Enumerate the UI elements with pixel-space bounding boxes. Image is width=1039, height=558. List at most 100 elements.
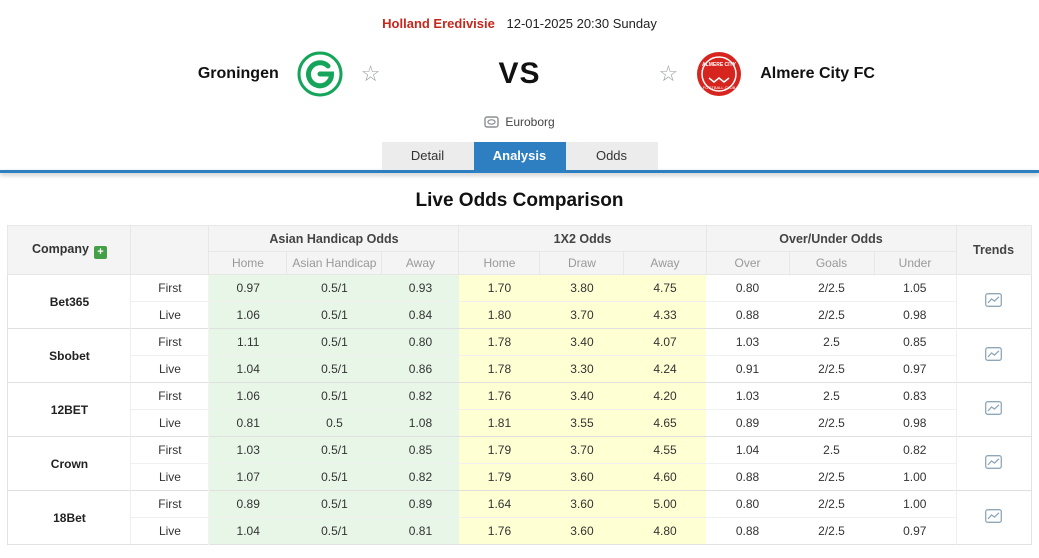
odds-value: 1.78	[458, 355, 540, 383]
odds-value: 4.24	[623, 355, 707, 383]
trend-chart-icon[interactable]	[985, 455, 1002, 469]
company-name: Crown	[7, 436, 132, 491]
row-type-label: First	[130, 274, 210, 302]
trend-chart-icon[interactable]	[985, 347, 1002, 361]
trends-cell	[955, 490, 1032, 545]
company-name: Bet365	[7, 274, 132, 329]
tab-odds[interactable]: Odds	[565, 142, 658, 170]
odds-value: 0.84	[381, 301, 459, 329]
odds-value: 2/2.5	[789, 301, 875, 329]
tab-analysis[interactable]: Analysis	[473, 142, 566, 170]
odds-value: 1.03	[706, 382, 790, 410]
odds-value: 4.75	[623, 274, 707, 302]
odds-value: 3.55	[539, 409, 624, 437]
odds-value: 3.40	[539, 382, 624, 410]
odds-value: 4.33	[623, 301, 707, 329]
odds-value: 0.85	[874, 328, 957, 356]
section-title: Live Odds Comparison	[415, 190, 624, 211]
accent-divider	[0, 170, 1039, 173]
away-favorite-star-icon[interactable]: ☆	[658, 61, 679, 86]
trends-cell	[955, 436, 1032, 491]
odds-value: 4.20	[623, 382, 707, 410]
odds-value: 3.60	[539, 463, 624, 491]
odds-value: 3.30	[539, 355, 624, 383]
odds-value: 1.00	[874, 463, 957, 491]
odds-row: Live 1.04 0.5/1 0.81 1.76 3.60 4.80 0.88 2/2.5 0.…	[8, 517, 1031, 545]
odds-value: 0.5/1	[286, 328, 382, 356]
odds-value: 0.80	[706, 490, 790, 518]
odds-value: 2.5	[789, 436, 875, 464]
odds-value: 0.83	[874, 382, 957, 410]
odds-row: Live 0.81 0.5 1.08 1.81 3.55 4.65 0.89 2/2.5 0.98	[8, 409, 1031, 437]
odds-value: 0.88	[706, 517, 790, 545]
trend-chart-icon[interactable]	[985, 509, 1002, 523]
trends-cell	[955, 274, 1032, 329]
odds-value: 5.00	[623, 490, 707, 518]
x12-away-subheader: Away	[623, 251, 707, 275]
odds-value: 1.04	[208, 517, 287, 545]
odds-value: 3.60	[539, 517, 624, 545]
odds-value: 0.91	[706, 355, 790, 383]
x12-group-header: 1X2 Odds	[458, 225, 707, 252]
odds-value: 0.5/1	[286, 301, 382, 329]
tab-detail[interactable]: Detail	[381, 142, 474, 170]
over-under-group-header: Over/Under Odds	[705, 225, 957, 252]
odds-value: 2/2.5	[789, 355, 875, 383]
odds-value: 0.5/1	[286, 436, 382, 464]
home-team-name: Groningen	[197, 65, 279, 82]
odds-value: 1.76	[458, 382, 540, 410]
odds-value: 1.79	[458, 463, 540, 491]
tab-bar: Detail Analysis Odds	[0, 142, 1039, 170]
odds-value: 1.70	[458, 274, 540, 302]
row-type-label: First	[130, 436, 210, 464]
trend-chart-icon[interactable]	[985, 401, 1002, 415]
row-type-label: First	[130, 490, 210, 518]
x12-home-subheader: Home	[458, 251, 541, 275]
odds-value: 2/2.5	[789, 409, 875, 437]
odds-value: 0.89	[381, 490, 459, 518]
odds-value: 4.60	[623, 463, 707, 491]
company-name: 12BET	[7, 382, 132, 437]
odds-value: 0.85	[381, 436, 459, 464]
odds-value: 1.04	[706, 436, 790, 464]
away-team-block: ☆ ALMERE CITY FOOTBALL CLUB Almere City …	[541, 51, 1039, 97]
home-team-block: Groningen ☆	[0, 51, 498, 97]
ou-over-subheader: Over	[705, 251, 790, 275]
svg-text:FOOTBALL CLUB: FOOTBALL CLUB	[703, 85, 736, 90]
odds-value: 2.5	[789, 382, 875, 410]
ou-goals-subheader: Goals	[788, 251, 875, 275]
odds-value: 0.97	[208, 274, 287, 302]
ah-away-subheader: Away	[381, 251, 460, 275]
odds-value: 2/2.5	[789, 274, 875, 302]
trend-chart-icon[interactable]	[985, 293, 1002, 307]
away-team-name: Almere City FC	[760, 65, 875, 82]
live-odds-table: Company + Asian Handicap Odds 1X2 Odds Ov…	[7, 225, 1032, 545]
company-name: Sbobet	[7, 328, 132, 383]
odds-row: 18Bet First 0.89 0.5/1 0.89 1.64 3.60 5.00 0.80 2…	[7, 490, 1032, 545]
away-team-logo: ALMERE CITY FOOTBALL CLUB	[696, 51, 742, 97]
odds-value: 1.64	[458, 490, 540, 518]
row-type-label: Live	[130, 355, 210, 383]
odds-value: 0.5/1	[286, 274, 382, 302]
add-company-plus-icon[interactable]: +	[93, 245, 107, 259]
svg-text:ALMERE CITY: ALMERE CITY	[702, 62, 737, 68]
odds-value: 0.88	[706, 463, 790, 491]
odds-row: 12BET First 1.06 0.5/1 0.82 1.76 3.40 4.20 1.03 2…	[7, 382, 1032, 437]
odds-value: 4.80	[623, 517, 707, 545]
company-column-header: Company +	[7, 225, 132, 275]
home-favorite-star-icon[interactable]: ☆	[360, 61, 381, 86]
odds-value: 1.76	[458, 517, 540, 545]
odds-value: 0.81	[381, 517, 459, 545]
trends-column-header: Trends	[955, 225, 1032, 275]
odds-value: 0.80	[381, 328, 459, 356]
odds-value: 0.5/1	[286, 382, 382, 410]
ah-handicap-subheader: Asian Handicap	[286, 251, 383, 275]
odds-value: 0.82	[874, 436, 957, 464]
kickoff-datetime: 12-01-2025 20:30 Sunday	[506, 16, 657, 31]
odds-row: Crown First 1.03 0.5/1 0.85 1.79 3.70 4.55 1.04 2…	[7, 436, 1032, 491]
odds-value: 2/2.5	[789, 463, 875, 491]
odds-value: 1.80	[458, 301, 540, 329]
venue-row: Euroborg	[0, 115, 1039, 129]
row-type-label: Live	[130, 463, 210, 491]
